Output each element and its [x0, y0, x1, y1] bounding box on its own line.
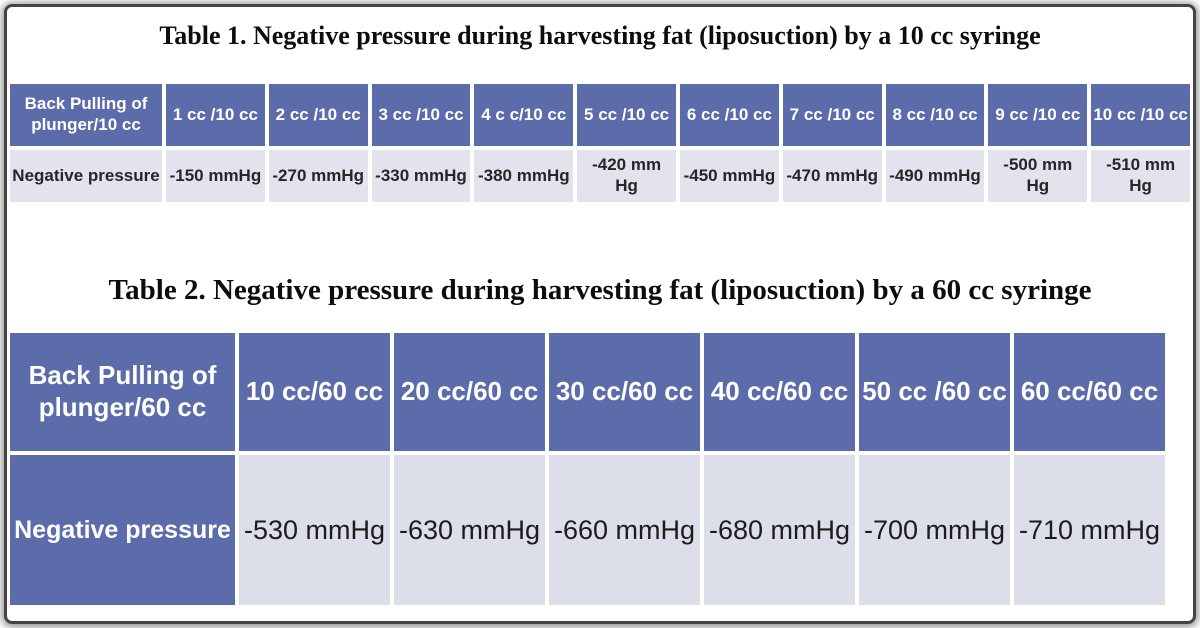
- table1-row-label: Negative pressure: [10, 150, 162, 202]
- table1-value-2: -270 mmHg: [268, 150, 368, 202]
- table1-value-1: -150 mmHg: [166, 150, 265, 202]
- table2-col-header-6: 60 cc/60 cc: [1014, 333, 1165, 451]
- table2-col-header-2: 20 cc/60 cc: [394, 333, 545, 451]
- table2-col-header-3: 30 cc/60 cc: [549, 333, 700, 451]
- table2-value-2: -630 mmHg: [394, 455, 545, 605]
- table2-value-5: -700 mmHg: [859, 455, 1010, 605]
- table2-col-header-5: 50 cc /60 cc: [859, 333, 1010, 451]
- table1-col-header-1: 1 cc /10 cc: [166, 84, 265, 146]
- table1-col-header-5: 5 cc /10 cc: [577, 84, 676, 146]
- table1-col-header-10: 10 cc /10 cc: [1091, 84, 1190, 146]
- table1-col-header-6: 6 cc /10 cc: [680, 84, 779, 146]
- table2-value-4: -680 mmHg: [704, 455, 855, 605]
- table1: Back Pulling of plunger/10 cc 1 cc /10 c…: [10, 84, 1190, 202]
- table2: Back Pulling of plunger/60 cc 10 cc/60 c…: [10, 333, 1165, 605]
- table2-col-header-1: 10 cc/60 cc: [239, 333, 390, 451]
- table2-caption: Table 2. Negative pressure during harves…: [108, 274, 1092, 306]
- table1-col-header-2: 2 cc /10 cc: [268, 84, 368, 146]
- table1-value-6: -450 mmHg: [680, 150, 779, 202]
- table1-value-7: -470 mmHg: [782, 150, 882, 202]
- table1-corner-header: Back Pulling of plunger/10 cc: [10, 84, 162, 146]
- table1-col-header-4: 4 c c/10 cc: [474, 84, 574, 146]
- table1-value-8: -490 mmHg: [885, 150, 985, 202]
- table2-value-1: -530 mmHg: [239, 455, 390, 605]
- table1-value-10: -510 mm Hg: [1091, 150, 1190, 202]
- table2-value-6: -710 mmHg: [1014, 455, 1165, 605]
- table1-col-header-9: 9 cc /10 cc: [988, 84, 1088, 146]
- table1-col-header-8: 8 cc /10 cc: [885, 84, 985, 146]
- table1-value-4: -380 mmHg: [474, 150, 574, 202]
- table1-caption: Table 1. Negative pressure during harves…: [159, 21, 1041, 50]
- table2-corner-header: Back Pulling of plunger/60 cc: [10, 333, 235, 451]
- table1-col-header-7: 7 cc /10 cc: [782, 84, 882, 146]
- table1-col-header-3: 3 cc /10 cc: [371, 84, 471, 146]
- table2-value-3: -660 mmHg: [549, 455, 700, 605]
- table2-col-header-4: 40 cc/60 cc: [704, 333, 855, 451]
- table1-value-3: -330 mmHg: [371, 150, 471, 202]
- table1-value-9: -500 mm Hg: [988, 150, 1088, 202]
- table1-value-5: -420 mm Hg: [577, 150, 676, 202]
- table2-row-label: Negative pressure: [10, 455, 235, 605]
